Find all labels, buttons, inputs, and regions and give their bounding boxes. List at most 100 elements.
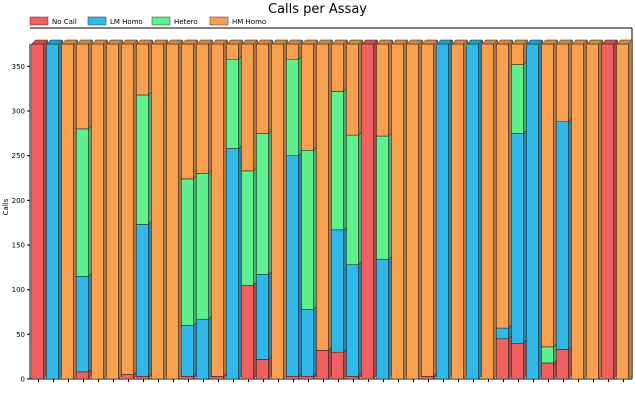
bar-group <box>165 39 184 380</box>
bar-segment <box>211 43 224 377</box>
bar-group <box>150 39 169 380</box>
bar-segment-top <box>420 39 439 45</box>
bar-segment-top <box>150 39 169 45</box>
bar-segment-top <box>30 39 49 45</box>
bar-segment <box>286 376 299 380</box>
bar-group <box>270 39 289 380</box>
bar-segment <box>226 58 239 149</box>
bar-segment <box>496 327 509 340</box>
bar-segment <box>466 43 479 380</box>
bar-segment-top <box>255 39 274 45</box>
bar-segment-top <box>195 39 214 45</box>
bar-group <box>315 39 334 380</box>
bar-segment <box>61 43 74 380</box>
bar-segment <box>46 43 59 380</box>
bar-segment <box>256 133 269 275</box>
bar-segment <box>376 43 389 137</box>
bar-segment <box>511 64 524 134</box>
y-tick-label: 350 <box>12 63 25 71</box>
bar-segment <box>166 43 179 380</box>
bar-group <box>525 39 544 380</box>
bar-group <box>255 39 274 380</box>
bar-group <box>570 39 589 380</box>
bar-segment <box>76 43 89 130</box>
bar-segment <box>496 338 509 380</box>
bar-segment-top <box>270 39 289 45</box>
bar-group <box>540 39 559 380</box>
bar-segment <box>196 318 209 380</box>
bar-segment-top <box>60 39 79 45</box>
legend-label: No Call <box>52 18 77 26</box>
bar-group <box>60 39 79 380</box>
bar-group <box>480 39 499 380</box>
bar-segment <box>541 43 554 348</box>
y-tick-label: 200 <box>12 197 25 205</box>
bar-segment <box>211 376 224 380</box>
bar-group <box>120 39 139 380</box>
bar-segment <box>256 274 269 360</box>
bar-group <box>435 39 454 380</box>
y-tick-label: 50 <box>16 331 25 339</box>
legend-label: HM Homo <box>232 18 266 26</box>
bar-segment <box>511 343 524 380</box>
bar-group <box>510 39 529 380</box>
bar-segment <box>121 374 134 380</box>
bar-segment <box>136 376 149 380</box>
bar-segment <box>586 43 599 380</box>
bar-segment-top <box>225 39 244 45</box>
bar-segment <box>526 43 539 380</box>
legend-swatch <box>209 16 229 26</box>
bar-segment <box>511 43 524 65</box>
bar-segment-top <box>330 39 349 45</box>
bar-segment <box>616 43 629 380</box>
bar-segment-top <box>345 39 364 45</box>
bar-segment <box>241 170 254 286</box>
bar-segment <box>511 133 524 344</box>
bar-segment <box>601 43 614 380</box>
bar-segment <box>331 351 344 380</box>
bar-group <box>615 39 634 380</box>
bar-segment <box>541 362 554 380</box>
bar-segment <box>301 150 314 310</box>
bar-group <box>105 39 124 380</box>
bar-segment-top <box>435 39 454 45</box>
bar-segment <box>196 43 209 174</box>
bar-segment-top <box>555 39 574 45</box>
chart-title: Calls per Assay <box>268 2 367 17</box>
bar-group <box>285 39 304 380</box>
bar-segment-top <box>90 39 109 45</box>
bar-segment-top <box>570 39 589 45</box>
bar-group <box>135 39 154 380</box>
bar-group <box>240 39 259 380</box>
bar-segment <box>286 155 299 377</box>
bar-segment <box>196 173 209 320</box>
y-tick-label: 250 <box>12 152 25 160</box>
bar-group <box>180 39 199 380</box>
bar-segment <box>256 359 269 380</box>
bar-segment <box>406 43 419 380</box>
bar-segment-top <box>75 39 94 45</box>
bar-segment-top <box>105 39 124 45</box>
bar-segment <box>301 376 314 380</box>
bar-segment-top <box>405 39 424 45</box>
bar-group <box>30 39 49 380</box>
bar-segment <box>241 43 254 172</box>
bar-segment <box>331 229 344 353</box>
bar-segment <box>136 94 149 225</box>
legend-swatch <box>151 16 171 26</box>
bar-segment-top <box>375 39 394 45</box>
bar-group <box>75 39 94 380</box>
bar-segment-top <box>45 39 64 45</box>
bar-group <box>375 39 394 380</box>
bar-group <box>345 39 364 380</box>
bar-segment <box>31 43 44 380</box>
bar-group <box>360 39 379 380</box>
bar-segment <box>376 135 389 260</box>
bar-segment <box>301 43 314 151</box>
bar-segment-top <box>615 39 634 45</box>
bar-segment-top <box>600 39 619 45</box>
bar-segment <box>106 43 119 380</box>
bar-segment <box>181 43 194 180</box>
legend-label: LM Homo <box>110 18 143 26</box>
bar-segment <box>181 178 194 326</box>
